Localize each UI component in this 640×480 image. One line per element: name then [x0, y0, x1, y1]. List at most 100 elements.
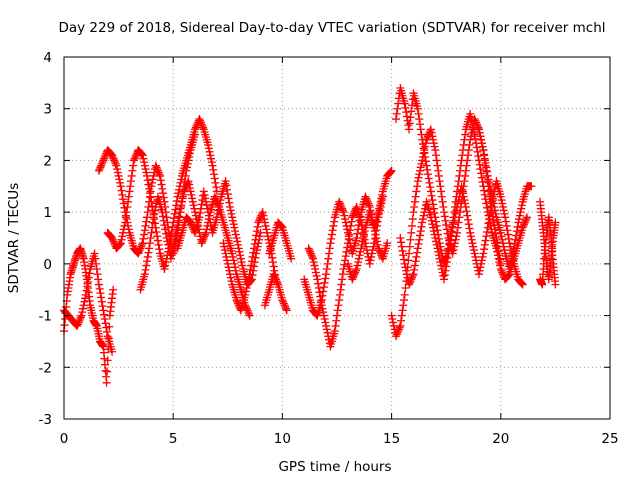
data-point [450, 216, 459, 225]
data-point [118, 195, 127, 204]
data-point [114, 171, 123, 180]
data-point [413, 248, 422, 257]
y-tick-label: -3 [39, 412, 52, 428]
data-point [397, 238, 406, 247]
data-point [246, 265, 255, 274]
data-point [147, 197, 156, 206]
data-point [407, 228, 416, 237]
data-point [100, 152, 109, 161]
data-point [188, 197, 197, 206]
data-point [415, 120, 424, 129]
data-point [142, 168, 151, 177]
data-point [441, 216, 450, 225]
data-point [429, 135, 438, 144]
data-point [387, 311, 396, 320]
data-point [407, 221, 416, 230]
data-point [180, 185, 189, 194]
data-point [139, 234, 148, 243]
data-point [282, 304, 291, 313]
data-point [172, 196, 181, 205]
data-point [498, 268, 507, 277]
data-point [329, 221, 338, 230]
data-point [355, 251, 364, 260]
data-point [119, 225, 128, 234]
data-point [82, 286, 91, 295]
data-point [110, 156, 119, 165]
data-point [482, 167, 491, 176]
data-point [391, 332, 400, 341]
data-point [188, 221, 197, 230]
data-point [83, 282, 92, 291]
data-point [374, 244, 383, 253]
data-point [84, 277, 93, 286]
data-point [187, 190, 196, 199]
data-point [214, 206, 223, 215]
data-point [163, 237, 172, 246]
data-point [396, 321, 405, 330]
data-point [159, 216, 168, 225]
data-point [316, 296, 325, 305]
data-point [186, 218, 195, 227]
data-point [258, 208, 267, 217]
data-point [517, 278, 526, 287]
data-point [470, 249, 479, 258]
data-point [162, 234, 171, 242]
data-point [142, 217, 151, 226]
data-point [427, 191, 436, 200]
data-point [148, 218, 157, 227]
data-point [463, 211, 472, 220]
data-point [258, 209, 267, 218]
data-point [206, 151, 215, 160]
data-point [175, 208, 184, 217]
data-point [397, 242, 406, 251]
data-point [153, 166, 162, 175]
data-point [445, 240, 454, 249]
data-point [458, 185, 467, 194]
data-point [429, 204, 438, 213]
data-point [213, 209, 222, 218]
data-point [76, 313, 85, 322]
data-point [195, 115, 204, 124]
data-point [115, 240, 124, 249]
data-point [196, 209, 205, 218]
data-point [367, 249, 376, 258]
data-point [349, 273, 358, 282]
data-point [216, 196, 225, 205]
data-point [476, 165, 485, 174]
data-point [336, 201, 345, 210]
data-point [212, 213, 221, 222]
data-point [169, 218, 178, 227]
data-point [337, 202, 346, 211]
data-point [359, 234, 368, 242]
data-point [503, 226, 512, 235]
data-point [96, 163, 105, 172]
data-point [351, 268, 360, 277]
data-point [353, 261, 362, 270]
plot-frame [63, 56, 611, 420]
data-point [252, 227, 261, 236]
data-point [320, 315, 329, 324]
data-point [205, 215, 214, 224]
data-point [404, 121, 413, 130]
data-point [461, 202, 470, 211]
data-point [386, 167, 395, 176]
data-point [362, 194, 371, 203]
data-point [456, 161, 465, 170]
data-point [351, 266, 360, 275]
data-point [142, 257, 151, 266]
axis-ticks [63, 56, 611, 420]
data-point [419, 211, 428, 220]
data-point [497, 266, 506, 275]
data-point [426, 187, 435, 196]
data-point [304, 244, 313, 253]
data-point [231, 230, 240, 239]
data-point [179, 190, 188, 199]
data-point [518, 280, 527, 289]
x-tick-label: 25 [601, 431, 618, 447]
data-point [551, 218, 560, 227]
data-point [392, 109, 401, 118]
data-point [426, 183, 435, 192]
data-point [517, 204, 526, 213]
data-point [416, 227, 425, 236]
data-point [108, 234, 117, 242]
